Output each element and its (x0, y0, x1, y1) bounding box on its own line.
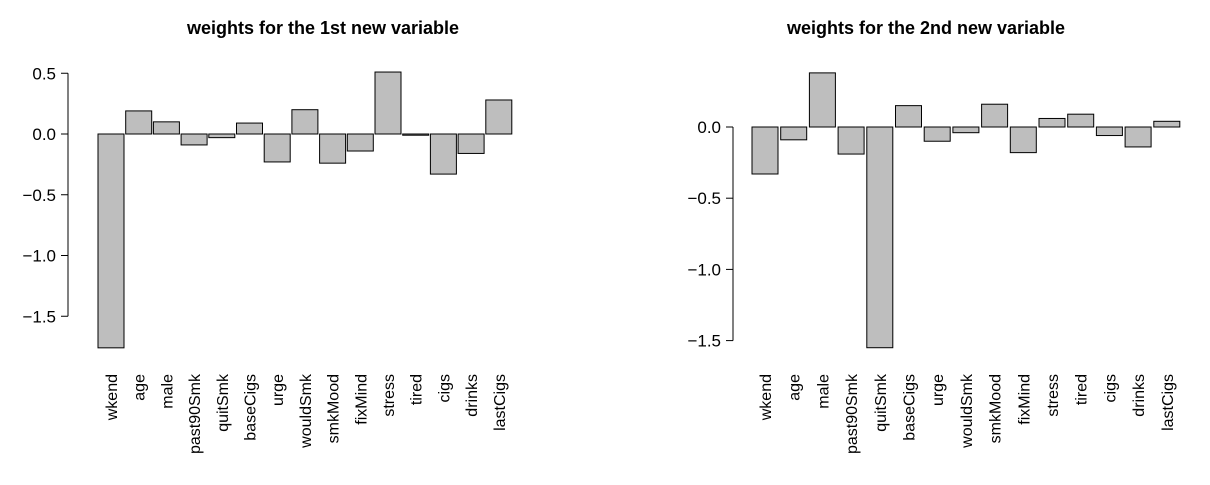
x-tick-label: fixMind (353, 374, 370, 425)
bar-age (125, 110, 153, 135)
bar-male (808, 72, 836, 128)
bar-fixMind (1009, 126, 1037, 154)
x-tick-label: baseCigs (243, 374, 260, 441)
bar-drinks (1124, 126, 1152, 148)
bar-cigs (429, 133, 457, 175)
x-tick-label: urge (930, 374, 947, 406)
bar-wouldSmk (291, 109, 319, 135)
x-tick-label: quitSmk (873, 373, 890, 432)
bar-age (780, 126, 808, 141)
x-tick-label: cigs (1102, 374, 1119, 402)
chart-title-1: weights for the 1st new variable (186, 18, 459, 38)
x-tick-label: wkend (758, 374, 775, 421)
x-tick-label: drinks (464, 374, 481, 417)
x-tick-label: smkMood (988, 374, 1005, 443)
bar-stress (374, 71, 402, 135)
y-tick-label: −1.0 (22, 247, 56, 266)
x-tick-label: fixMind (1016, 374, 1033, 425)
bar-quitSmk (866, 126, 894, 349)
chart-title-2: weights for the 2nd new variable (786, 18, 1065, 38)
bar-lastCigs (485, 99, 513, 135)
bar-quitSmk (208, 133, 236, 139)
x-tick-label: wkend (104, 374, 121, 421)
bar-baseCigs (236, 122, 263, 135)
y-tick-label: 0.5 (32, 64, 56, 83)
y-axis-1: −1.5 −1.0 −0.5 0.0 0.5 (22, 64, 69, 326)
bar-urge (263, 133, 291, 163)
y-tick-label: −1.5 (22, 307, 56, 326)
bar-smkMood (981, 103, 1009, 128)
y-tick-label: −1.5 (687, 332, 721, 351)
x-tick-label: tired (409, 374, 426, 405)
x-tick-label: baseCigs (902, 374, 919, 441)
bar-wkend (751, 126, 779, 175)
bar-cigs (1095, 126, 1123, 137)
bar-stress (1038, 117, 1066, 128)
y-tick-label: −1.0 (687, 260, 721, 279)
x-tick-label: past90Smk (187, 373, 204, 454)
y-axis-2: −1.5 −1.0 −0.5 0.0 (687, 118, 734, 351)
x-tick-label: cigs (436, 374, 453, 402)
bar-smkMood (319, 133, 347, 164)
bar-tired (1067, 113, 1095, 128)
y-tick-label: 0.0 (697, 118, 721, 137)
chart-panel-2: weights for the 2nd new variable −1.5−1.… (687, 18, 1181, 454)
bar-urge (923, 126, 951, 142)
bar-drinks (457, 133, 485, 154)
x-tick-label: quitSmk (215, 373, 232, 432)
y-tick-label: −0.5 (687, 189, 721, 208)
bar-past90Smk (837, 126, 865, 155)
x-tick-label: stress (1045, 374, 1062, 417)
x-tick-label: drinks (1131, 374, 1148, 417)
x-tick-label: wouldSmk (959, 373, 976, 449)
bars-1 (97, 71, 513, 349)
chart-panel-1: weights for the 1st new variable −1.5−1.… (22, 18, 513, 454)
x-tick-label: wouldSmk (298, 373, 315, 449)
bar-wkend (97, 133, 125, 349)
x-tick-labels-2: wkend age male past90Smk quitSmk baseCigs urge… (758, 373, 1177, 454)
x-tick-label: lastCigs (1160, 374, 1177, 431)
x-tick-label: age (132, 374, 149, 401)
bar-male (152, 121, 180, 135)
bar-past90Smk (180, 133, 208, 146)
y-tick-label: 0.0 (32, 125, 56, 144)
y-tick-label: −0.5 (22, 186, 56, 205)
bars-2 (751, 72, 1181, 349)
bar-baseCigs (895, 105, 922, 128)
x-tick-label: stress (381, 374, 398, 417)
bar-lastCigs (1153, 120, 1181, 128)
bar-fixMind (346, 133, 374, 152)
x-tick-labels-1: wkend age male past90Smk quitSmk baseCigs urge… (104, 373, 509, 454)
x-tick-label: lastCigs (492, 374, 509, 431)
x-tick-label: urge (270, 374, 287, 406)
bar-wouldSmk (952, 126, 980, 134)
x-tick-label: male (159, 374, 176, 409)
x-tick-label: tired (1074, 374, 1091, 405)
x-tick-label: past90Smk (844, 373, 861, 454)
x-tick-label: age (787, 374, 804, 401)
x-tick-label: smkMood (326, 374, 343, 443)
x-tick-label: male (815, 374, 832, 409)
bar-tired (402, 133, 430, 136)
